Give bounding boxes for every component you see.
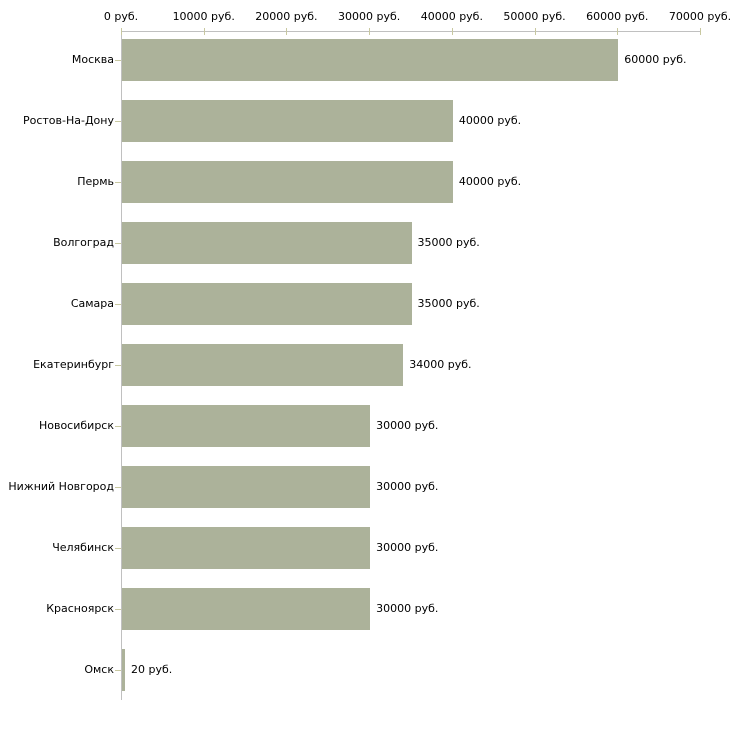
category-label: Волгоград (53, 236, 114, 249)
y-axis-tick-mark (115, 243, 121, 244)
bar-value-label: 40000 руб. (458, 175, 522, 188)
bar-9 (122, 527, 371, 569)
category-label: Челябинск (52, 541, 114, 554)
x-axis-tick-mark (286, 28, 287, 35)
bar-7 (122, 405, 371, 447)
x-axis-tick-mark (121, 28, 122, 35)
bar-value-label: 35000 руб. (417, 236, 480, 249)
x-axis-tick-mark (700, 28, 701, 35)
x-axis-tick-label: 0 руб. (103, 10, 139, 23)
bar-value-label: 35000 руб. (417, 297, 480, 310)
bar-4 (122, 222, 412, 264)
category-label: Нижний Новгород (8, 480, 114, 493)
category-label: Красноярск (46, 602, 114, 615)
x-axis-tick-mark (617, 28, 618, 35)
y-axis-tick-mark (115, 60, 121, 61)
y-axis-tick-mark (115, 182, 121, 183)
bar-1 (122, 39, 619, 81)
category-label: Новосибирск (38, 419, 114, 432)
category-label: Москва (71, 53, 114, 66)
y-axis-tick-mark (115, 365, 121, 366)
category-label: Ростов-На-Дону (22, 114, 114, 127)
bar-10 (122, 588, 371, 630)
x-axis-tick-label: 10000 руб. (172, 10, 235, 23)
category-label: Пермь (77, 175, 114, 188)
y-axis-tick-mark (115, 304, 121, 305)
bar-value-label: 40000 руб. (458, 114, 522, 127)
category-label: Омск (84, 663, 114, 676)
category-label: Екатеринбург (33, 358, 114, 371)
y-axis-tick-mark (115, 121, 121, 122)
bar-value-label: 30000 руб. (376, 541, 439, 554)
bar-3 (122, 161, 453, 203)
bar-5 (122, 283, 412, 325)
bar-6 (122, 344, 404, 386)
x-axis-tick-label: 60000 руб. (586, 10, 649, 23)
bar-value-label: 20 руб. (131, 663, 173, 676)
x-axis-tick-mark (204, 28, 205, 35)
y-axis-tick-mark (115, 426, 121, 427)
y-axis-tick-mark (115, 609, 121, 610)
x-axis-line (121, 31, 701, 32)
bar-value-label: 30000 руб. (376, 419, 439, 432)
bar-value-label: 60000 руб. (624, 53, 687, 66)
bar-value-label: 30000 руб. (376, 602, 439, 615)
bar-11 (122, 649, 125, 691)
bar-value-label: 30000 руб. (376, 480, 439, 493)
y-axis-line (121, 31, 122, 700)
x-axis-tick-label: 50000 руб. (503, 10, 566, 23)
y-axis-tick-mark (115, 548, 121, 549)
bar-8 (122, 466, 371, 508)
bar-2 (122, 100, 453, 142)
y-axis-tick-mark (115, 487, 121, 488)
x-axis-tick-label: 70000 руб. (668, 10, 730, 23)
x-axis-tick-mark (369, 28, 370, 35)
x-axis-tick-label: 30000 руб. (338, 10, 401, 23)
x-axis-tick-label: 40000 руб. (420, 10, 483, 23)
x-axis-tick-mark (452, 28, 453, 35)
x-axis-tick-label: 20000 руб. (255, 10, 318, 23)
category-label: Самара (70, 297, 114, 310)
bar-value-label: 34000 руб. (409, 358, 472, 371)
y-axis-tick-mark (115, 670, 121, 671)
x-axis-tick-mark (535, 28, 536, 35)
